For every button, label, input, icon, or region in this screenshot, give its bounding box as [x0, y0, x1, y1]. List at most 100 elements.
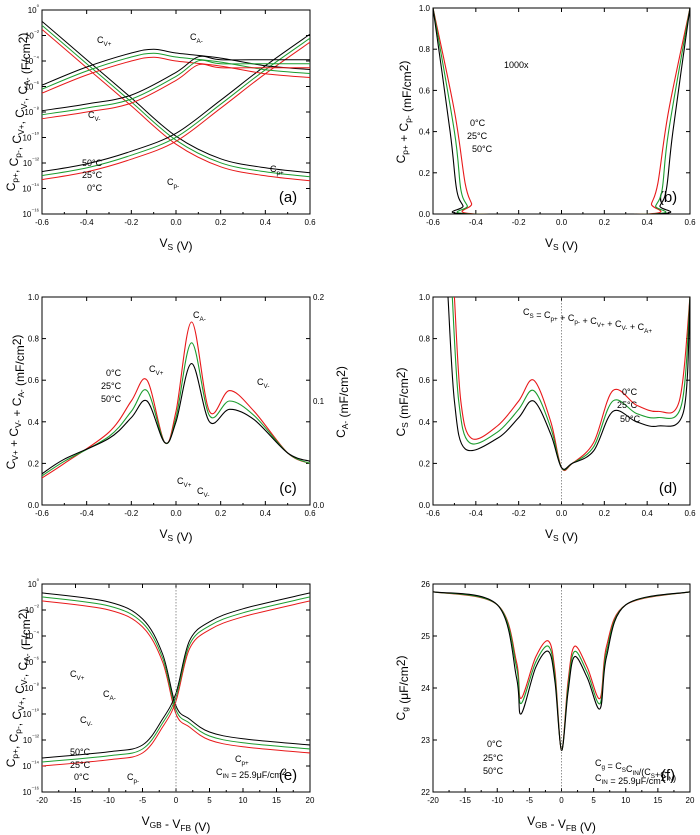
y-tick-label: 23 [421, 736, 430, 745]
x-tick-label: 0.2 [215, 509, 227, 518]
series-group [447, 297, 690, 471]
label-part: S [168, 533, 174, 543]
label-part: , C [16, 85, 30, 101]
x-tick-label: 10 [621, 796, 630, 805]
x-tick-label: -0.6 [426, 218, 440, 227]
cin-label: CIN = 25.9μF/cm2 [216, 767, 287, 780]
label-part: ⁻² [34, 605, 39, 611]
label-part: 10 [24, 684, 33, 693]
series-line [42, 56, 310, 94]
label-part: 10 [22, 788, 31, 797]
x-axis-label: VS (V) [160, 236, 193, 253]
label-part: C [523, 307, 530, 317]
series-line [42, 596, 310, 763]
label-part: C [193, 310, 200, 320]
label-part: C [80, 715, 87, 725]
x-tick-label: -0.4 [80, 218, 94, 227]
series-line [42, 363, 310, 475]
series-line [42, 63, 310, 120]
formula-label: CS = Cp+ + Cp- + CV+ + CV- + CA+ [523, 307, 652, 335]
label-part: p- [574, 319, 580, 326]
label-part: 0°C [622, 387, 638, 397]
label-part: V [527, 814, 535, 828]
label-part: 2 [16, 612, 30, 619]
panel-label: (f) [661, 767, 675, 784]
y-tick-label: 10⁻⁶ [24, 656, 39, 667]
label-part: ⁻¹⁶ [31, 786, 39, 793]
y-tick-label: 10⁻⁴ [24, 630, 39, 641]
series-line [447, 297, 690, 470]
label-part: 10 [28, 6, 37, 15]
y-axis-label: Cp+, Cp-, CV+, CV-, CA- (F/cm2) [4, 609, 33, 768]
series-line [42, 321, 310, 479]
panel-f: -20 -15 -10 -5 0 5 10 15 20 22 23 24 25 26 VGB - VFB (… [421, 580, 695, 834]
label-part: 10 [25, 606, 34, 615]
label-part: , C [16, 661, 30, 677]
panel-e: -20 -15 -10 -5 0 5 10 15 2010⁻¹⁶10⁻¹⁴10⁻¹²10⁻¹⁰1… [22, 578, 315, 834]
label-part: ⁻¹² [32, 158, 39, 164]
label-part: p- [403, 115, 413, 123]
label-part: V [545, 527, 553, 541]
scale-factor-label: 1000x [504, 60, 529, 70]
label-part: C [394, 711, 408, 720]
label-part: (V) [559, 530, 578, 544]
y-tick-label: 10⁻⁴ [24, 55, 39, 66]
label-part: V+ [184, 482, 192, 489]
x-tick-label: -10 [491, 796, 503, 805]
label-part: V- [264, 383, 270, 390]
label-part: ⁻⁶ [33, 656, 39, 663]
label-part: ) [16, 33, 30, 37]
y-tick-label: 0.6 [28, 376, 40, 385]
label-part: (V) [559, 239, 578, 253]
temp-label-0: 0°C [470, 118, 486, 128]
y2-axis-label: CA- (mF/cm2) [334, 366, 351, 438]
label-part: (mF/cm [400, 71, 414, 115]
y-tick-label: 26 [421, 580, 430, 589]
label-part: 10 [24, 57, 33, 66]
y-tick-label: 10⁻¹⁶ [22, 208, 39, 219]
label-part: (V) [577, 820, 596, 834]
series-line [433, 8, 690, 214]
label-part: /(C [639, 767, 651, 777]
x-tick-label: -0.6 [35, 509, 49, 518]
x-tick-label: -5 [526, 796, 534, 805]
y-tick-label: 0.6 [419, 86, 431, 95]
x-tick-label: 0.4 [260, 509, 272, 518]
label-part: 0°C [106, 368, 122, 378]
label-part: IN [223, 773, 230, 780]
label-part: V+ [10, 450, 20, 461]
label-part: (V) [173, 239, 192, 253]
label-part: C [4, 758, 18, 767]
label-part: 2 [334, 370, 348, 377]
label-part: + C [10, 397, 24, 420]
x-tick-label: -0.6 [426, 509, 440, 518]
label-part: + C [627, 322, 644, 332]
x-tick-label: 0.0 [556, 509, 568, 518]
label-part: C [167, 177, 174, 187]
label-part: (mF/cm [337, 377, 351, 421]
panel-d: -0.6 -0.4 -0.2 0.0 0.2 0.4 0.6 0.0 0.2 0.4 0.6 0.8 1… [419, 293, 696, 544]
x-tick-label: -0.4 [469, 509, 483, 518]
label-part: C [216, 767, 223, 777]
x-axis-label: VS (V) [545, 527, 578, 544]
x-tick-label: 15 [272, 796, 281, 805]
label-part: 2 [16, 36, 30, 43]
label-part: 10 [24, 83, 33, 92]
x-tick-label: 0.2 [599, 218, 611, 227]
label-part: A- [22, 653, 32, 662]
label-part: 10 [24, 108, 33, 117]
temp-label-50: 50°C [82, 158, 103, 168]
label-part: + C [7, 428, 21, 451]
label-part: V [142, 814, 150, 828]
x-tick-label: 0.6 [304, 509, 316, 518]
label-part: = 25.9μF/cm [608, 776, 661, 786]
x-tick-label: 0.2 [599, 509, 611, 518]
y-axis-label: CV+ + CV- + CA- (mF/cm2) [4, 335, 27, 470]
series-line [42, 21, 310, 174]
y-tick-label: 0.4 [419, 418, 431, 427]
label-part: + C [605, 319, 622, 329]
label-part: p- [134, 778, 140, 785]
label-part: IN [602, 779, 609, 786]
label-part: ) [16, 609, 30, 613]
x-axis-label: VGB - VFB (V) [142, 814, 211, 834]
